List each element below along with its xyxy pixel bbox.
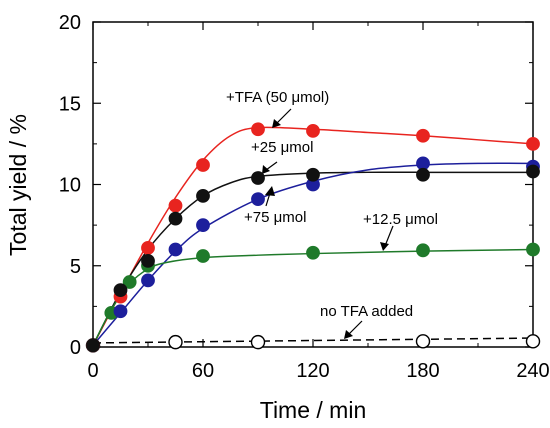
series-point-3 (196, 249, 210, 263)
annotation-notfa: no TFA added (320, 303, 413, 320)
series-point-0 (306, 123, 320, 138)
x-axis-label: Time / min (260, 397, 367, 423)
series-point-2 (196, 218, 210, 233)
arrowhead-tfa50 (272, 119, 281, 128)
x-tick-label: 180 (406, 360, 439, 382)
data-points (85, 122, 541, 353)
x-tick-label: 120 (296, 360, 329, 382)
series-point-1 (86, 338, 100, 353)
series-point-1 (196, 188, 210, 203)
series-point-3 (122, 275, 137, 289)
annotation-tfa125: +12.5 μmol (363, 211, 438, 228)
series-point-1 (251, 171, 265, 185)
series-point-1 (168, 211, 183, 226)
series-line-3 (92, 248, 534, 346)
annotation-tfa25: +25 μmol (251, 139, 313, 156)
series-point-4 (250, 334, 266, 350)
series-point-0 (196, 158, 210, 172)
series-point-4 (525, 334, 541, 349)
annotation-arrows (262, 108, 394, 339)
series-point-4 (168, 334, 183, 350)
y-tick-label: 20 (59, 12, 81, 34)
series-point-1 (141, 253, 155, 268)
arrow-tfa125 (384, 225, 394, 247)
arrow-tfa50 (275, 108, 292, 125)
annotation-tfa50: +TFA (50 μmol) (226, 89, 329, 106)
series-point-3 (526, 242, 540, 257)
y-axis-label: Total yield / % (5, 114, 31, 256)
series-line-4 (92, 337, 534, 344)
y-tick-label: 10 (59, 175, 81, 197)
series-point-3 (306, 245, 320, 260)
fit-curves (92, 126, 534, 346)
arrow-notfa (347, 320, 363, 336)
tick-labels: 0 60 120 180 240 0 5 10 15 20 (59, 12, 550, 382)
series-point-2 (113, 304, 128, 319)
annotation-tfa75: +75 μmol (244, 209, 306, 226)
x-tick-label: 240 (516, 360, 549, 382)
arrowhead-tfa75 (265, 186, 275, 196)
series-point-0 (141, 240, 155, 255)
x-tick-label: 0 (87, 360, 98, 382)
arrowhead-notfa (344, 330, 353, 339)
series-point-0 (416, 128, 430, 143)
x-tick-label: 60 (192, 360, 214, 382)
series-point-1 (113, 283, 128, 298)
y-tick-label: 15 (59, 93, 81, 115)
series-point-0 (251, 122, 265, 137)
series-point-2 (168, 242, 183, 257)
series-point-0 (168, 198, 183, 213)
arrowhead-tfa25 (262, 165, 270, 174)
series-point-4 (415, 334, 431, 349)
series-point-0 (526, 136, 540, 151)
series-point-1 (416, 167, 430, 182)
y-tick-label: 5 (70, 256, 81, 278)
y-tick-label: 0 (70, 337, 81, 359)
arrowhead-tfa125 (380, 242, 389, 251)
series-point-1 (526, 164, 540, 179)
series-point-2 (251, 192, 265, 207)
arrow-tfa25 (265, 161, 278, 171)
annotation-labels: +TFA (50 μmol) +25 μmol +75 μmol +12.5 μ… (226, 89, 438, 320)
series-point-2 (141, 273, 155, 288)
series-point-3 (416, 243, 430, 258)
series-point-1 (306, 167, 320, 182)
